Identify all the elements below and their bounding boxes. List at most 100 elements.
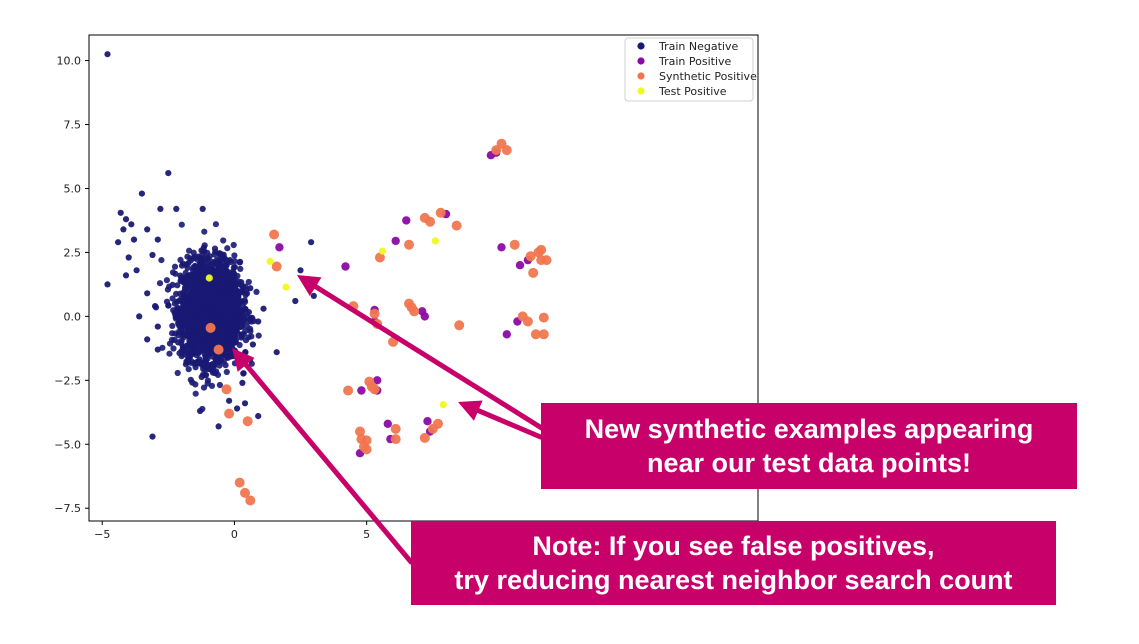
series-test-positive — [205, 237, 447, 409]
point-train-negative — [192, 348, 199, 355]
point-train-negative — [180, 289, 187, 296]
point-train-negative — [245, 278, 252, 286]
point-train-negative — [174, 282, 181, 289]
point-train-negative — [138, 190, 145, 197]
point-train-negative — [239, 379, 246, 386]
point-train-positive — [275, 243, 284, 252]
point-train-negative — [201, 288, 209, 295]
callout-synthetic-examples: New synthetic examples appearing near ou… — [541, 403, 1077, 489]
point-train-positive — [423, 417, 432, 426]
legend-label: Synthetic Positive — [659, 70, 757, 83]
point-train-negative — [191, 283, 198, 290]
point-train-negative — [203, 335, 210, 342]
point-synthetic-positive — [525, 251, 536, 262]
point-train-negative — [189, 334, 196, 342]
point-train-negative — [198, 319, 205, 326]
point-train-negative — [136, 313, 143, 320]
point-train-negative — [239, 319, 246, 326]
point-train-negative — [292, 297, 299, 305]
point-test-positive — [205, 274, 213, 282]
point-train-positive — [420, 312, 429, 321]
point-train-negative — [207, 261, 214, 268]
point-train-negative — [193, 320, 200, 327]
point-train-negative — [231, 285, 238, 292]
point-train-negative — [253, 288, 260, 295]
point-train-negative — [248, 360, 255, 367]
point-train-negative — [178, 340, 185, 347]
point-train-negative — [165, 170, 172, 177]
point-train-negative — [133, 267, 140, 274]
point-train-negative — [247, 328, 254, 335]
point-train-negative — [238, 298, 245, 305]
point-train-negative — [208, 382, 216, 389]
point-train-negative — [222, 263, 230, 270]
point-synthetic-positive — [361, 435, 372, 446]
point-train-negative — [248, 333, 255, 340]
point-train-negative — [154, 346, 161, 353]
point-train-negative — [166, 350, 173, 357]
point-train-negative — [234, 405, 241, 412]
point-train-negative — [194, 271, 201, 278]
axes-layer: −5 0 5 10.0 7.5 5.0 2.5 0.0 −2.5 −5.0 −7.5 — [54, 55, 370, 541]
point-train-negative — [208, 302, 215, 309]
point-train-negative — [217, 308, 224, 316]
point-train-negative — [178, 348, 185, 355]
point-train-negative — [222, 318, 229, 325]
point-synthetic-positive — [451, 220, 462, 231]
point-train-negative — [310, 292, 317, 299]
legend-label: Test Positive — [658, 85, 727, 98]
point-train-negative — [243, 309, 250, 317]
point-train-negative — [237, 265, 244, 272]
series-train-positive — [275, 148, 533, 458]
point-train-negative — [255, 413, 262, 420]
point-train-negative — [200, 275, 207, 282]
series-synthetic-positive — [205, 138, 552, 506]
point-train-negative — [231, 252, 238, 259]
legend-marker — [637, 42, 645, 50]
point-train-negative — [182, 269, 189, 276]
point-synthetic-positive — [242, 416, 253, 427]
point-train-negative — [199, 205, 206, 212]
point-train-negative — [178, 221, 185, 228]
legend-marker — [637, 72, 645, 80]
point-train-negative — [186, 247, 193, 254]
point-train-negative — [247, 285, 254, 292]
point-synthetic-positive — [433, 418, 443, 429]
point-train-negative — [181, 320, 188, 327]
point-train-negative — [228, 272, 235, 279]
point-train-negative — [204, 255, 212, 262]
point-train-positive — [383, 419, 392, 428]
point-train-negative — [128, 221, 135, 228]
point-synthetic-positive — [409, 306, 420, 317]
point-train-negative — [215, 359, 222, 366]
callout-1-line-2: near our test data points! — [646, 448, 972, 478]
point-train-negative — [201, 228, 208, 235]
point-train-negative — [201, 248, 208, 255]
point-test-positive — [431, 237, 439, 245]
point-train-negative — [174, 369, 181, 377]
point-train-negative — [223, 368, 230, 376]
point-train-negative — [209, 360, 217, 367]
arrow-to-right-synthetic — [458, 400, 546, 441]
point-train-negative — [212, 221, 219, 228]
point-synthetic-positive — [205, 322, 216, 333]
y-tick-label: −2.5 — [54, 374, 81, 387]
point-train-negative — [196, 356, 203, 363]
point-train-negative — [149, 433, 156, 440]
point-train-negative — [171, 300, 178, 307]
point-synthetic-positive — [522, 316, 533, 327]
point-train-negative — [226, 314, 233, 321]
points-layer — [104, 51, 552, 506]
point-train-negative — [104, 51, 111, 58]
point-train-negative — [149, 251, 156, 259]
point-synthetic-positive — [530, 329, 541, 340]
point-synthetic-positive — [390, 434, 401, 445]
point-synthetic-positive — [419, 432, 430, 443]
legend: Train Negative Train Positive Synthetic Po… — [624, 37, 757, 102]
y-tick-label: −5.0 — [54, 438, 81, 451]
point-train-negative — [178, 329, 185, 336]
point-train-negative — [241, 400, 249, 407]
point-train-negative — [222, 362, 229, 369]
point-train-negative — [179, 312, 186, 320]
point-train-negative — [211, 245, 219, 252]
